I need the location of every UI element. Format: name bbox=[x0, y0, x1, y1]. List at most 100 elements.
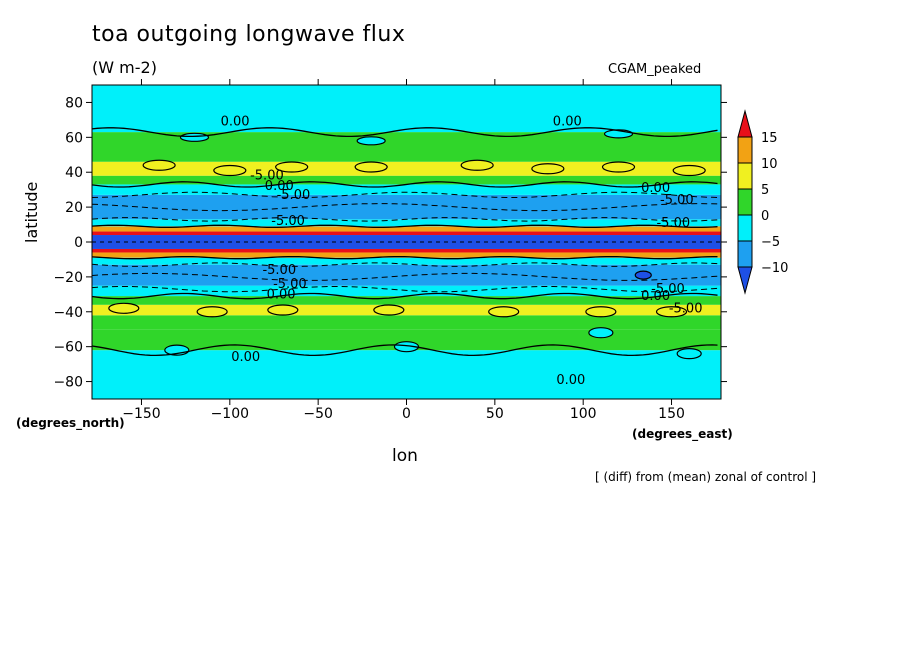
blob-s40-4 bbox=[488, 306, 520, 318]
band-3 bbox=[92, 304, 721, 316]
contour-lines bbox=[92, 127, 721, 357]
band-14 bbox=[92, 194, 721, 220]
blob-s40-2 bbox=[267, 304, 299, 316]
band-12 bbox=[92, 226, 721, 232]
band-8 bbox=[92, 252, 721, 258]
contour-n13 bbox=[92, 217, 718, 222]
colorbar-bin-3 bbox=[737, 188, 753, 216]
contour-label-8: -5.00 bbox=[656, 216, 690, 231]
colorbar-label-2: 5 bbox=[761, 183, 769, 198]
colorbar-top-arrow bbox=[737, 109, 753, 138]
colorbar-label-4: −5 bbox=[761, 235, 780, 250]
y-tick-label--60: −60 bbox=[53, 340, 83, 356]
y-tick-label-20: 20 bbox=[65, 200, 83, 216]
contour-label-10: -5.00 bbox=[273, 277, 307, 292]
blob-n40-5 bbox=[531, 163, 565, 175]
band-0 bbox=[92, 350, 721, 399]
contour-s9 bbox=[92, 256, 718, 260]
x-tick-label-50: 50 bbox=[486, 406, 504, 422]
contour-label-15: 0.00 bbox=[231, 350, 260, 365]
blob-s40-0 bbox=[108, 302, 140, 314]
blob-s40-5 bbox=[585, 306, 617, 318]
colorbar-bottom-arrow bbox=[737, 266, 753, 295]
contour-s31 bbox=[92, 292, 718, 300]
x-tick-label-100: 100 bbox=[570, 406, 597, 422]
x-tick-label--150: −150 bbox=[122, 406, 160, 422]
colorbar-label-1: 10 bbox=[761, 157, 778, 172]
blob-s40-1 bbox=[196, 306, 228, 318]
y-tick-label--40: −40 bbox=[53, 305, 83, 321]
blob-n40-3 bbox=[354, 161, 388, 173]
colorbar: 15 10 5 0 −5 −10 bbox=[737, 109, 788, 295]
blob-s40-3 bbox=[373, 304, 405, 316]
band-4 bbox=[92, 296, 721, 305]
blob-s40-6 bbox=[655, 306, 688, 318]
y-tick-label-40: 40 bbox=[65, 165, 83, 181]
band-2 bbox=[92, 315, 721, 330]
blob-n40-4 bbox=[460, 159, 494, 171]
chart-note: [ (diff) from (mean) zonal of control ] bbox=[595, 470, 817, 484]
blob-s60-3 bbox=[676, 348, 702, 360]
contour-label-14: -5.00 bbox=[669, 301, 703, 316]
colorbar-label-5: −10 bbox=[761, 261, 788, 276]
blob-n40-7 bbox=[672, 164, 706, 177]
band-15 bbox=[92, 184, 721, 195]
contour-s27 bbox=[92, 286, 718, 293]
colorbar-bin-2 bbox=[737, 162, 753, 190]
x-tick-label--50: −50 bbox=[303, 406, 333, 422]
band-19 bbox=[92, 85, 721, 133]
y-axis-ticks: 80 60 40 20 0 −20 −40 −60 −80 bbox=[53, 95, 727, 391]
contour-n20 bbox=[92, 203, 718, 212]
colorbar-label-3: 0 bbox=[761, 209, 769, 224]
blob-n60-1 bbox=[356, 136, 386, 146]
contour-label-1: 0.00 bbox=[553, 115, 582, 130]
contour-label-12: -5.00 bbox=[651, 282, 685, 297]
x-axis-ticks: −150 −100 −50 0 50 100 150 bbox=[122, 79, 685, 422]
blob-n40-6 bbox=[601, 161, 636, 173]
blob-n40-1 bbox=[213, 164, 247, 177]
y-tick-label--20: −20 bbox=[53, 270, 83, 286]
band-6 bbox=[92, 264, 721, 286]
blob-s60-1 bbox=[393, 341, 420, 353]
contour-n9 bbox=[92, 224, 718, 228]
contour-label-3: 0.00 bbox=[265, 179, 294, 194]
band-11 bbox=[92, 231, 721, 236]
colorbar-bin-4 bbox=[737, 214, 753, 242]
x-tick-label--100: −100 bbox=[211, 406, 249, 422]
contour-s62 bbox=[92, 344, 718, 357]
band-16 bbox=[92, 175, 721, 185]
contour-s13 bbox=[92, 262, 718, 267]
band-13 bbox=[92, 219, 721, 227]
colorbar-bin-1 bbox=[737, 136, 753, 164]
contour-s20 bbox=[92, 272, 718, 281]
field-anomalies bbox=[108, 129, 706, 360]
y-tick-label-80: 80 bbox=[65, 95, 83, 111]
y-tick-label--80: −80 bbox=[53, 375, 83, 391]
band-9 bbox=[92, 248, 721, 253]
y-tick-label-0: 0 bbox=[74, 235, 83, 251]
blob-n40-2 bbox=[275, 161, 309, 173]
contour-label-7: -5.00 bbox=[271, 214, 305, 229]
contour-label-9: -5.00 bbox=[262, 263, 296, 278]
contour-label-11: 0.00 bbox=[267, 287, 296, 302]
chart-title: toa outgoing longwave flux bbox=[92, 22, 406, 47]
contour-n33 bbox=[92, 181, 718, 188]
y-axis-unit: (degrees_north) bbox=[16, 416, 125, 430]
model-label: CGAM_peaked bbox=[608, 62, 702, 77]
band-17 bbox=[92, 161, 721, 176]
colorbar-label-0: 15 bbox=[761, 131, 778, 146]
x-axis-label: lon bbox=[392, 446, 418, 466]
colorbar-bin-5 bbox=[737, 240, 753, 268]
blob-n60-0 bbox=[179, 132, 210, 142]
contour-labels: 0.00 0.00-5.000.00-5.00 0.00-5.00-5.00 -5.0… bbox=[221, 115, 703, 388]
x-tick-label-0: 0 bbox=[402, 406, 411, 422]
y-tick-label-60: 60 bbox=[65, 130, 83, 146]
blob-deep bbox=[634, 270, 652, 280]
chart-units: (W m-2) bbox=[92, 58, 157, 77]
contour-n27 bbox=[92, 191, 718, 198]
contour-label-16: 0.00 bbox=[556, 373, 585, 388]
contour-label-2: -5.00 bbox=[250, 169, 284, 184]
band-7 bbox=[92, 257, 721, 265]
contour-n63 bbox=[92, 127, 718, 138]
